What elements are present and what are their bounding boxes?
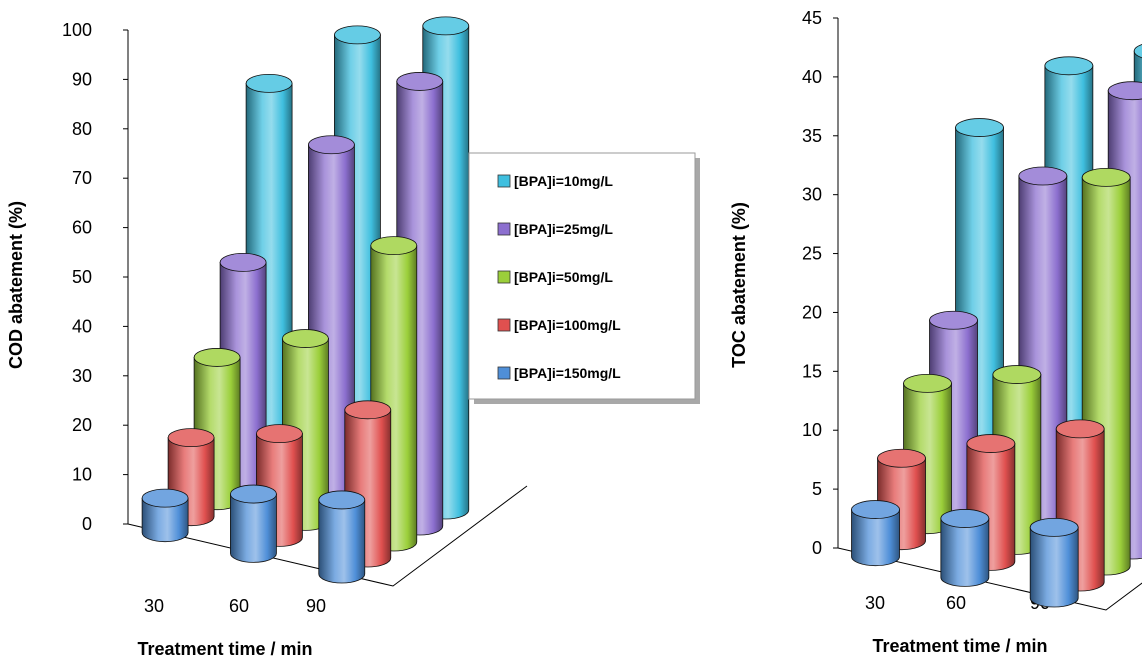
toc-bar-top bbox=[992, 365, 1042, 384]
cod-bar bbox=[141, 488, 189, 543]
legend-label: [BPA]i=100mg/L bbox=[514, 317, 621, 333]
cod-bar-body bbox=[141, 497, 189, 543]
toc-x-axis-title: Treatment time / min bbox=[872, 636, 1047, 656]
toc-bar-top bbox=[1107, 81, 1142, 101]
toc-y-axis-title: TOC abatement (%) bbox=[729, 202, 749, 368]
toc-chart: 051015202530354045306090 TOC abatement (… bbox=[729, 8, 1142, 656]
cod-bar-top bbox=[422, 16, 470, 36]
cod-y-tick-label: 100 bbox=[62, 20, 92, 40]
cod-y-tick-label: 30 bbox=[72, 366, 92, 386]
cod-bar-top bbox=[396, 72, 444, 91]
legend-swatch bbox=[497, 318, 511, 332]
legend-item: [BPA]i=50mg/L bbox=[497, 269, 613, 285]
toc-y-tick-label: 5 bbox=[812, 479, 822, 499]
legend-label: [BPA]i=10mg/L bbox=[514, 173, 613, 189]
cod-y-tick-label: 90 bbox=[72, 69, 92, 89]
cod-x-axis-title: Treatment time / min bbox=[137, 639, 312, 659]
toc-y-tick-label: 20 bbox=[802, 302, 822, 322]
cod-y-tick-label: 10 bbox=[72, 465, 92, 485]
cod-bar-top bbox=[334, 25, 381, 45]
cod-bar-top bbox=[370, 236, 418, 256]
cod-bar-top bbox=[167, 428, 215, 448]
toc-bar-body bbox=[1029, 526, 1079, 608]
cod-axes: 0 10 20 30 40 50 60 70 80 90 100 30 60 90 bbox=[62, 20, 528, 616]
toc-y-tick-label: 25 bbox=[802, 244, 822, 264]
cod-bar-top bbox=[141, 488, 189, 508]
toc-bar-top bbox=[1081, 167, 1131, 187]
cod-chart: 0 10 20 30 40 50 60 70 80 90 100 30 60 90 COD abateme… bbox=[6, 16, 528, 659]
cod-y-tick-label: 20 bbox=[72, 415, 92, 435]
toc-bar-top bbox=[1018, 166, 1068, 186]
toc-bar bbox=[940, 509, 990, 587]
cod-bar-top bbox=[256, 424, 303, 444]
cod-x-tick-label: 30 bbox=[144, 596, 164, 616]
toc-bar bbox=[851, 500, 900, 567]
cod-bars bbox=[141, 16, 470, 584]
cod-bar-body bbox=[230, 493, 277, 563]
legend-swatch bbox=[497, 270, 511, 284]
cod-y-tick-label: 60 bbox=[72, 218, 92, 238]
cod-bar-top bbox=[308, 135, 355, 155]
toc-bar-top bbox=[966, 434, 1016, 453]
cod-bar-top bbox=[219, 252, 267, 272]
cod-y-tick-label: 50 bbox=[72, 267, 92, 287]
cod-bar-top bbox=[318, 490, 366, 510]
legend-label: [BPA]i=25mg/L bbox=[514, 221, 613, 237]
toc-bar-top bbox=[851, 500, 900, 519]
toc-bar-top bbox=[929, 310, 978, 330]
toc-bar-top bbox=[1029, 517, 1079, 537]
toc-y-tick-label: 30 bbox=[802, 185, 822, 205]
cod-bar bbox=[230, 484, 277, 563]
legend-swatch bbox=[497, 174, 511, 188]
toc-y-tick-label: 40 bbox=[802, 67, 822, 87]
cod-y-axis-title: COD abatement (%) bbox=[6, 201, 26, 369]
legend-label: [BPA]i=50mg/L bbox=[514, 269, 613, 285]
toc-y-tick-label: 0 bbox=[812, 538, 822, 558]
cod-y-tick-label: 40 bbox=[72, 316, 92, 336]
legend-swatch bbox=[497, 366, 511, 380]
legend-item: [BPA]i=150mg/L bbox=[497, 365, 621, 381]
toc-y-tick-label: 45 bbox=[802, 8, 822, 28]
toc-bar-top bbox=[940, 509, 990, 528]
legend-item: [BPA]i=10mg/L bbox=[497, 173, 613, 189]
legend-label: [BPA]i=150mg/L bbox=[514, 365, 621, 381]
cod-bar-top bbox=[344, 400, 392, 420]
cod-y-tick-label: 80 bbox=[72, 119, 92, 139]
cod-bar-top bbox=[282, 329, 329, 348]
toc-bar-body bbox=[940, 518, 990, 587]
toc-bar-top bbox=[955, 118, 1004, 137]
toc-y-tick-label: 10 bbox=[802, 420, 822, 440]
toc-bar-top bbox=[903, 373, 952, 393]
toc-bar-top bbox=[877, 448, 926, 468]
toc-y-tick-label: 15 bbox=[802, 361, 822, 381]
legend-item: [BPA]i=25mg/L bbox=[497, 221, 613, 237]
cod-y-tick-label: 0 bbox=[82, 514, 92, 534]
toc-bar-top bbox=[1055, 419, 1105, 439]
legend: [BPA]i=10mg/L [BPA]i=25mg/L [BPA]i=50mg/L [… bbox=[468, 152, 700, 404]
cod-x-tick-label: 90 bbox=[306, 596, 326, 616]
legend-swatch bbox=[497, 222, 511, 236]
toc-bar-body bbox=[851, 509, 900, 567]
toc-bar-top bbox=[1044, 56, 1094, 76]
toc-y-tick-label: 35 bbox=[802, 126, 822, 146]
cod-x-tick-label: 60 bbox=[229, 596, 249, 616]
cod-bar-top bbox=[230, 484, 277, 504]
cod-bar-body bbox=[318, 499, 366, 584]
toc-bar-top bbox=[1133, 44, 1142, 59]
toc-bars bbox=[851, 44, 1142, 608]
toc-bar bbox=[1029, 517, 1079, 608]
legend-item: [BPA]i=100mg/L bbox=[497, 317, 621, 333]
toc-floor-line bbox=[837, 547, 1142, 611]
toc-x-tick-label: 30 bbox=[865, 593, 885, 613]
cod-bar bbox=[318, 490, 366, 584]
cod-bar-top bbox=[245, 73, 293, 93]
cod-bar-top bbox=[193, 348, 241, 367]
cod-floor-line bbox=[127, 485, 528, 587]
cod-y-tick-label: 70 bbox=[72, 168, 92, 188]
toc-x-tick-label: 60 bbox=[946, 593, 966, 613]
toc-axes: 051015202530354045306090 bbox=[802, 8, 1142, 613]
